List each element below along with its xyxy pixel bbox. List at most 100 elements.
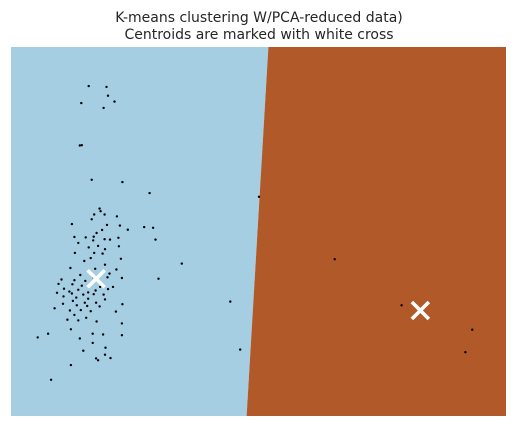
data-point: [99, 210, 102, 213]
data-point: [80, 101, 83, 105]
data-point: [98, 285, 102, 289]
data-point: [105, 223, 109, 227]
data-point: [103, 238, 106, 241]
data-point: [103, 353, 107, 356]
data-point: [102, 106, 105, 110]
data-point: [87, 297, 90, 300]
data-point: [86, 304, 89, 308]
data-point: [104, 346, 107, 349]
data-point: [91, 341, 94, 345]
data-point: [89, 256, 92, 260]
data-point: [103, 213, 106, 216]
data-point: [68, 290, 71, 293]
chart-title-line-1: K-means clustering W/PCA-reduced data): [115, 10, 403, 26]
data-point: [92, 235, 95, 238]
data-point: [120, 334, 124, 337]
data-point: [49, 378, 53, 381]
data-point: [78, 337, 82, 340]
data-point: [84, 236, 87, 239]
data-point: [94, 357, 98, 360]
data-point: [239, 348, 242, 351]
data-point: [73, 313, 76, 317]
data-point: [118, 224, 122, 227]
centroid-marker-0: [86, 268, 106, 289]
data-point: [90, 178, 93, 181]
data-point: [71, 299, 75, 303]
data-point: [95, 231, 98, 235]
data-point: [103, 263, 107, 266]
data-point: [87, 291, 90, 294]
data-point: [66, 318, 69, 321]
data-point: [77, 288, 80, 291]
cluster-1-region: [246, 47, 506, 416]
chart-title-line-2: Centroids are marked with white cross: [124, 27, 393, 43]
data-point: [108, 272, 111, 275]
data-point: [73, 251, 77, 255]
data-point: [91, 332, 94, 335]
data-point: [69, 363, 73, 367]
data-point: [471, 328, 474, 331]
data-point: [103, 248, 107, 251]
data-point: [69, 266, 72, 270]
data-point: [79, 308, 83, 312]
data-point: [87, 84, 90, 88]
data-point: [121, 180, 124, 184]
data-point: [120, 276, 124, 280]
data-point: [36, 336, 39, 339]
data-point: [108, 238, 112, 241]
data-point: [106, 94, 110, 97]
data-point: [85, 316, 88, 319]
data-point: [126, 228, 129, 231]
data-point: [46, 332, 50, 335]
data-point: [229, 300, 232, 303]
data-point: [106, 276, 109, 279]
data-point: [94, 289, 97, 292]
data-point: [83, 259, 86, 263]
data-point: [62, 287, 66, 290]
data-point: [257, 195, 261, 198]
data-point: [80, 144, 84, 147]
data-point: [400, 304, 403, 307]
data-point: [157, 277, 160, 280]
data-point: [111, 285, 115, 289]
data-point: [69, 328, 73, 331]
data-point: [113, 100, 116, 103]
data-points: [36, 84, 474, 381]
data-point: [75, 296, 78, 299]
data-point: [82, 349, 85, 352]
data-point: [60, 278, 63, 281]
data-point: [117, 236, 120, 239]
data-point: [83, 301, 87, 304]
data-point: [57, 282, 60, 286]
data-point: [109, 356, 112, 360]
data-point: [80, 284, 84, 287]
cluster-0-region: [11, 47, 269, 416]
data-point: [148, 191, 151, 195]
data-point: [96, 244, 100, 248]
data-point: [92, 293, 95, 296]
data-point: [95, 320, 98, 323]
data-point: [94, 301, 98, 304]
centroid-marker-1: [410, 300, 431, 321]
data-point: [98, 207, 101, 210]
data-point: [115, 215, 119, 218]
data-point: [94, 267, 97, 270]
data-point: [151, 226, 155, 229]
data-point: [90, 218, 93, 221]
data-point: [93, 213, 96, 216]
data-point: [101, 252, 104, 255]
data-point: [154, 238, 157, 241]
data-point: [96, 359, 100, 362]
data-point: [101, 333, 105, 336]
data-point: [114, 310, 118, 313]
data-point: [68, 309, 72, 312]
data-point: [103, 298, 107, 301]
data-point: [77, 241, 80, 245]
data-point: [464, 351, 467, 354]
data-point: [143, 225, 146, 229]
data-point: [117, 245, 121, 248]
data-point: [70, 222, 74, 226]
data-point: [115, 268, 118, 271]
data-point: [87, 246, 90, 249]
data-point: [106, 287, 110, 291]
